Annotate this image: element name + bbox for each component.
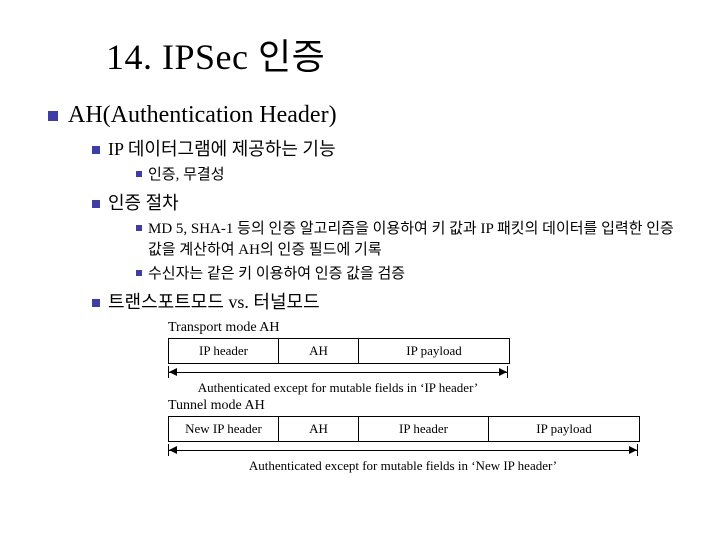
- text: AH(Authentication Header): [68, 102, 337, 128]
- bullet-lvl3: 수신자는 같은 키 이용하여 인증 값을 검증: [136, 264, 680, 284]
- packet-cell: IP payload: [359, 339, 509, 363]
- transport-label: Transport mode AH: [168, 320, 680, 336]
- bullet-lvl2: IP 데이터그램에 제공하는 기능: [92, 135, 680, 161]
- tunnel-label: Tunnel mode AH: [168, 398, 680, 414]
- dimension-caption: Authenticated except for mutable fields …: [168, 380, 508, 396]
- dimension-line: Authenticated except for mutable fields …: [168, 444, 638, 466]
- dimension-caption: Authenticated except for mutable fields …: [168, 458, 638, 474]
- packet-row: New IP headerAHIP headerIP payload: [168, 416, 640, 442]
- text: IP 데이터그램에 제공하는 기능: [108, 139, 336, 159]
- text: 트랜스포트모드 vs. 터널모드: [108, 292, 320, 312]
- square-bullet-icon: [92, 200, 100, 208]
- bullet-lvl2: 트랜스포트모드 vs. 터널모드: [92, 288, 680, 314]
- packet-cell: New IP header: [169, 417, 279, 441]
- dimension-line: Authenticated except for mutable fields …: [168, 366, 508, 388]
- packet-cell: AH: [279, 417, 359, 441]
- text: 수신자는 같은 키 이용하여 인증 값을 검증: [148, 266, 405, 282]
- packet-cell: IP payload: [489, 417, 639, 441]
- square-bullet-icon: [92, 299, 100, 307]
- bullet-lvl3: MD 5, SHA-1 등의 인증 알고리즘을 이용하여 키 값과 IP 패킷의…: [136, 219, 680, 260]
- packet-cell: AH: [279, 339, 359, 363]
- square-bullet-icon: [136, 171, 142, 177]
- bullet-lvl3: 인증, 무결성: [136, 165, 680, 185]
- square-bullet-icon: [136, 270, 142, 276]
- slide-title: 14. IPSec 인증: [106, 28, 680, 80]
- packet-cell: IP header: [359, 417, 489, 441]
- square-bullet-icon: [92, 146, 100, 154]
- square-bullet-icon: [136, 225, 142, 231]
- text: MD 5, SHA-1 등의 인증 알고리즘을 이용하여 키 값과 IP 패킷의…: [148, 219, 680, 260]
- tunnel-diagram: New IP headerAHIP headerIP payloadAuthen…: [168, 416, 680, 466]
- square-bullet-icon: [48, 111, 58, 121]
- bullet-lvl2: 인증 절차: [92, 189, 680, 215]
- text: 인증, 무결성: [148, 167, 225, 183]
- transport-diagram: IP headerAHIP payloadAuthenticated excep…: [168, 338, 680, 388]
- slide: 14. IPSec 인증 AH(Authentication Header) I…: [0, 0, 720, 540]
- bullet-lvl1: AH(Authentication Header): [48, 102, 680, 129]
- packet-cell: IP header: [169, 339, 279, 363]
- text: 인증 절차: [108, 193, 179, 213]
- packet-row: IP headerAHIP payload: [168, 338, 510, 364]
